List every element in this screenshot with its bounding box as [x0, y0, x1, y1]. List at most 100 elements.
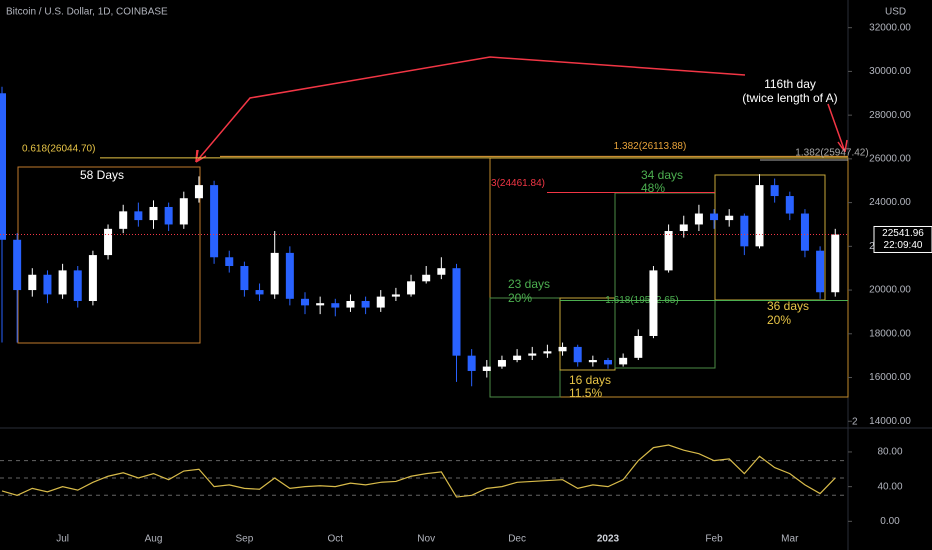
candle-body: [164, 206, 173, 225]
candle-body: [210, 185, 219, 258]
candle-body: [0, 93, 6, 240]
candle-body: [710, 213, 719, 221]
candle-body: [119, 211, 128, 229]
candle-body: [301, 298, 309, 306]
annotation: 11.5%: [569, 386, 602, 400]
y-tick-label: 80.00: [877, 447, 902, 458]
x-tick-label: Feb: [705, 534, 723, 545]
rsi-line: [1, 444, 836, 498]
annotation: (twice length of A): [742, 91, 837, 105]
price-label: 22541.96: [882, 228, 924, 239]
candle-body: [513, 355, 522, 361]
annotation: 116th day: [764, 77, 816, 91]
x-tick-label: Nov: [417, 534, 435, 545]
annotations: 58 Days 23 days 20% 34 days 48% 16 days …: [80, 77, 838, 400]
x-tick-label: Mar: [781, 534, 799, 545]
annotation: 20%: [767, 313, 791, 327]
arrow-head: [195, 149, 207, 163]
level-label: 1.618(19522.65): [605, 295, 678, 306]
candle-body: [104, 228, 113, 256]
y-tick-label: 16000.00: [869, 372, 911, 383]
candle-body: [785, 196, 794, 214]
candle-body: [391, 294, 400, 297]
candle-body: [543, 351, 552, 354]
candle-body: [28, 274, 37, 291]
candle-body: [361, 300, 370, 308]
annotation: 16 days: [569, 373, 611, 387]
candle-body: [558, 346, 567, 352]
arrows: [195, 56, 848, 163]
annotation: 20%: [508, 291, 532, 305]
level-label: 0.618(26044.70): [22, 144, 95, 155]
candle-body: [497, 360, 506, 367]
x-tick-label: Jul: [56, 534, 69, 545]
candle-body: [831, 234, 840, 293]
y-tick-label: 20000.00: [869, 285, 911, 296]
x-tick-label: Oct: [328, 534, 344, 545]
candle-body: [588, 360, 597, 363]
candle-body: [694, 213, 703, 225]
candle-body: [816, 250, 825, 293]
y-tick-label: 26000.00: [869, 154, 911, 165]
price-tag: [873, 225, 932, 253]
x-tick-label: Dec: [508, 534, 526, 545]
level-label: 1.382(25947.42): [795, 148, 868, 159]
candle-body: [73, 270, 82, 301]
candle-body: [482, 366, 491, 371]
y-tick-label: 14000.00: [869, 416, 911, 427]
candle-body: [179, 198, 188, 225]
candle-body: [452, 268, 461, 356]
candle-body: [270, 252, 279, 295]
candle-body: [346, 300, 355, 308]
candle-body: [528, 353, 537, 356]
candle-body: [58, 270, 67, 295]
candle-body: [573, 346, 582, 363]
candle-body: [376, 296, 385, 308]
y-tick-label: 18000.00: [869, 328, 911, 339]
candle-body: [770, 185, 779, 197]
candle-body: [134, 211, 143, 221]
annotation: 23 days: [508, 277, 550, 291]
arrow-line: [195, 56, 746, 163]
candle-body: [285, 252, 294, 299]
candle-body: [619, 357, 628, 365]
y-tick-label: 24000.00: [869, 197, 911, 208]
candle-body: [649, 270, 658, 336]
candle-body: [13, 239, 22, 291]
candle-body: [422, 274, 431, 282]
annotation: 36 days: [767, 299, 809, 313]
x-tick-label: Sep: [236, 534, 254, 545]
level-label: 3(24461.84): [491, 178, 545, 189]
candle-body: [437, 268, 446, 275]
candle-body: [88, 255, 97, 301]
annotation: 48%: [641, 181, 665, 195]
candle-body: [407, 281, 416, 295]
candle-body: [755, 185, 764, 247]
candle-body: [43, 274, 52, 295]
y-tick-label: 40.00: [877, 481, 902, 492]
level-label: 1.382(26113.88): [614, 141, 687, 152]
candle-body: [634, 335, 643, 358]
candle-body: [240, 266, 249, 291]
x-tick-label: 2023: [597, 534, 620, 545]
candle-body: [194, 185, 203, 199]
candle-body: [467, 355, 476, 371]
annotation: 58 Days: [80, 168, 124, 182]
candle-body: [149, 206, 158, 221]
y-tick-label: 28000.00: [869, 110, 911, 121]
candle-body: [800, 213, 809, 251]
x-tick-label: Aug: [145, 534, 163, 545]
y-tick-label: 0.00: [880, 516, 900, 527]
candle-body: [604, 360, 612, 365]
candle-body: [316, 303, 325, 306]
currency: USD: [885, 7, 906, 18]
candle-body: [331, 303, 340, 308]
candle-body: [679, 224, 688, 232]
annotation: 34 days: [641, 168, 683, 182]
candle-body: [725, 215, 734, 221]
arrow: [827, 103, 848, 153]
candle-body: [664, 231, 673, 271]
candle-body: [225, 257, 234, 267]
